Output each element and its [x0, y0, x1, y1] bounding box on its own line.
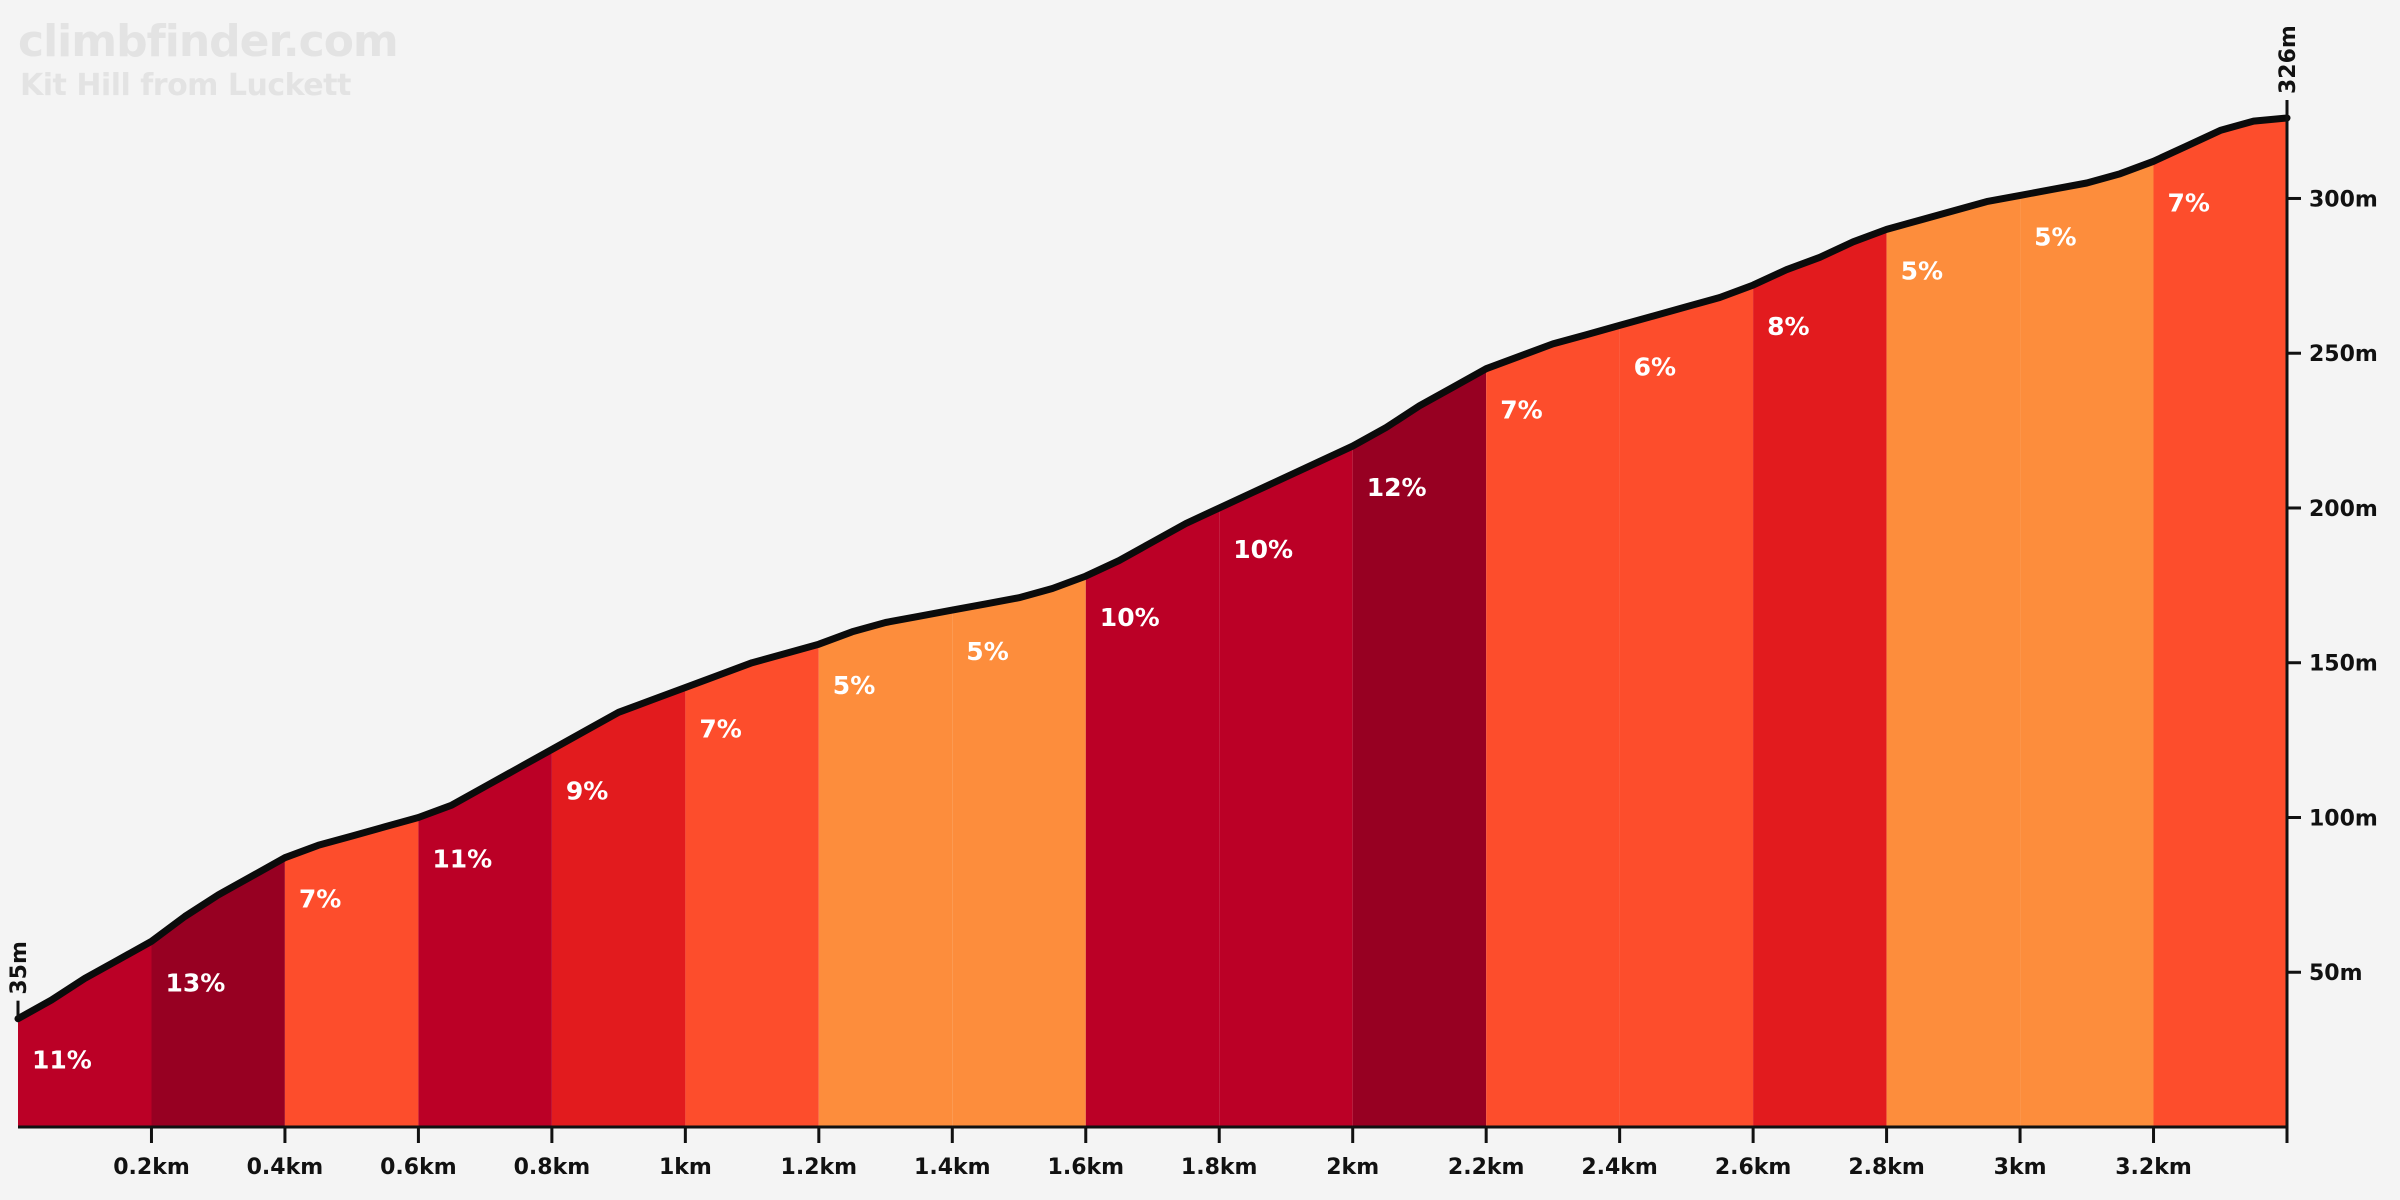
grade-label: 7%	[299, 885, 341, 914]
grade-label: 5%	[966, 637, 1008, 666]
grade-label: 11%	[432, 845, 492, 874]
grade-segment-15	[1886, 195, 2021, 1127]
grade-label: 7%	[699, 715, 741, 744]
x-tick-label: 3.2km	[2115, 1155, 2192, 1180]
grade-label: 10%	[1100, 603, 1160, 632]
grade-label: 7%	[1500, 396, 1542, 425]
grade-label: 10%	[1233, 535, 1293, 564]
x-tick-label: 1.2km	[781, 1155, 858, 1180]
grade-segment-7	[818, 610, 953, 1127]
y-tick-label: 100m	[2309, 807, 2378, 832]
grade-label: 6%	[1634, 352, 1676, 381]
grade-label: 8%	[1767, 312, 1809, 341]
grade-label: 5%	[2034, 222, 2076, 251]
grade-label: 11%	[32, 1046, 92, 1075]
x-axis-ticks: 0.2km 0.4km 0.6km 0.8km 1km 1.2km 1.4km 1.6km 1.…	[113, 1127, 2192, 1180]
grade-segment-4	[418, 749, 552, 1127]
grade-segment-9	[1085, 508, 1220, 1127]
grade-label: 13%	[166, 968, 226, 997]
y-tick-label: 250m	[2309, 342, 2378, 367]
end-labels: 35m 326m	[7, 25, 2301, 1019]
start-elevation-label: 35m	[7, 941, 32, 995]
x-tick-label: 0.2km	[113, 1155, 190, 1180]
grade-label: 9%	[566, 776, 608, 805]
grade-segment-10	[1219, 446, 1353, 1128]
x-tick-label: 1km	[659, 1155, 712, 1180]
grade-segment-16	[2020, 161, 2154, 1128]
x-tick-label: 2.8km	[1848, 1155, 1925, 1180]
climb-title: Kit Hill from Luckett	[20, 68, 351, 103]
x-tick-label: 2km	[1326, 1155, 1379, 1180]
brand-watermark: climbfinder.com	[18, 16, 399, 67]
profile-line	[14, 114, 2291, 1023]
grade-label: 12%	[1367, 473, 1427, 502]
grade-segment-12	[1486, 325, 1620, 1127]
x-tick-label: 2.2km	[1448, 1155, 1525, 1180]
grade-segment-5	[551, 687, 686, 1127]
y-tick-label: 50m	[2309, 961, 2363, 986]
x-tick-label: 0.6km	[380, 1155, 457, 1180]
y-tick-label: 200m	[2309, 497, 2378, 522]
grade-segments	[18, 118, 2287, 1128]
grade-segment-3	[284, 817, 419, 1127]
grade-segment-1	[18, 941, 152, 1127]
grade-segment-13	[1619, 285, 1754, 1128]
grade-segment-17	[2153, 118, 2287, 1127]
x-tick-label: 0.4km	[247, 1155, 324, 1180]
x-tick-label: 1.6km	[1048, 1155, 1125, 1180]
x-tick-label: 3km	[1994, 1155, 2047, 1180]
x-tick-label: 2.6km	[1715, 1155, 1792, 1180]
x-tick-label: 1.4km	[914, 1155, 991, 1180]
y-tick-label: 300m	[2309, 188, 2378, 213]
grade-segment-6	[685, 644, 819, 1127]
y-axis-ticks: 50m 100m 150m 200m 250m 300m	[2287, 188, 2378, 986]
x-tick-label: 1.8km	[1181, 1155, 1258, 1180]
grade-segment-2	[151, 857, 285, 1127]
y-tick-label: 150m	[2309, 652, 2378, 677]
end-elevation-label: 326m	[2276, 25, 2301, 94]
x-tick-label: 2.4km	[1581, 1155, 1658, 1180]
grade-segment-14	[1753, 229, 1887, 1127]
grade-segment-11	[1352, 368, 1487, 1127]
grade-labels: 11% 13% 7% 11% 9% 7% 5% 5% 10% 10% 12% 7% 6% 8% 5% 5% 7%	[32, 188, 2210, 1074]
grade-label: 5%	[1901, 256, 1943, 285]
x-tick-label: 0.8km	[514, 1155, 591, 1180]
grade-segment-8	[952, 576, 1086, 1127]
grade-label: 7%	[2168, 188, 2210, 217]
grade-label: 5%	[833, 671, 875, 700]
